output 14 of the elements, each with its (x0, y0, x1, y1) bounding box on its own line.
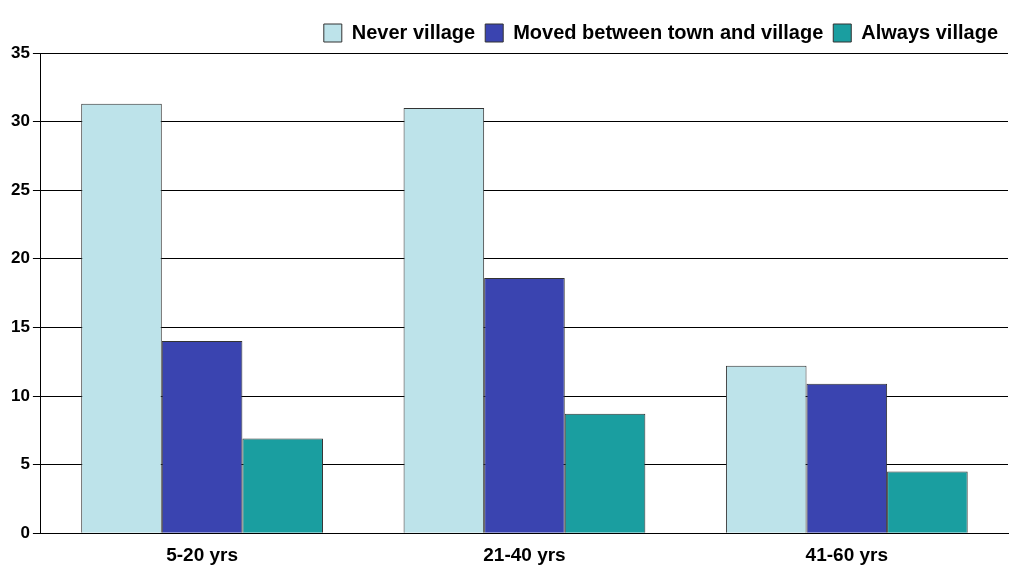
x-tick-label: 21-40 yrs (483, 543, 566, 565)
y-tick-label: 25 (10, 179, 30, 199)
x-tick-label: 41-60 yrs (805, 543, 889, 565)
legend-label: Always village (861, 20, 999, 43)
y-tick-label: 20 (10, 248, 30, 268)
y-tick-label: 0 (20, 522, 30, 542)
y-tick-label: 5 (20, 454, 30, 474)
legend-label: Never village (351, 20, 476, 43)
y-tick-label: 15 (10, 317, 30, 337)
legend-label: Moved between town and village (513, 20, 824, 43)
y-tick-label: 30 (10, 111, 30, 131)
x-tick-label: 5-20 yrs (166, 543, 239, 565)
y-tick-label: 35 (10, 42, 30, 62)
y-tick-label: 10 (10, 385, 30, 405)
